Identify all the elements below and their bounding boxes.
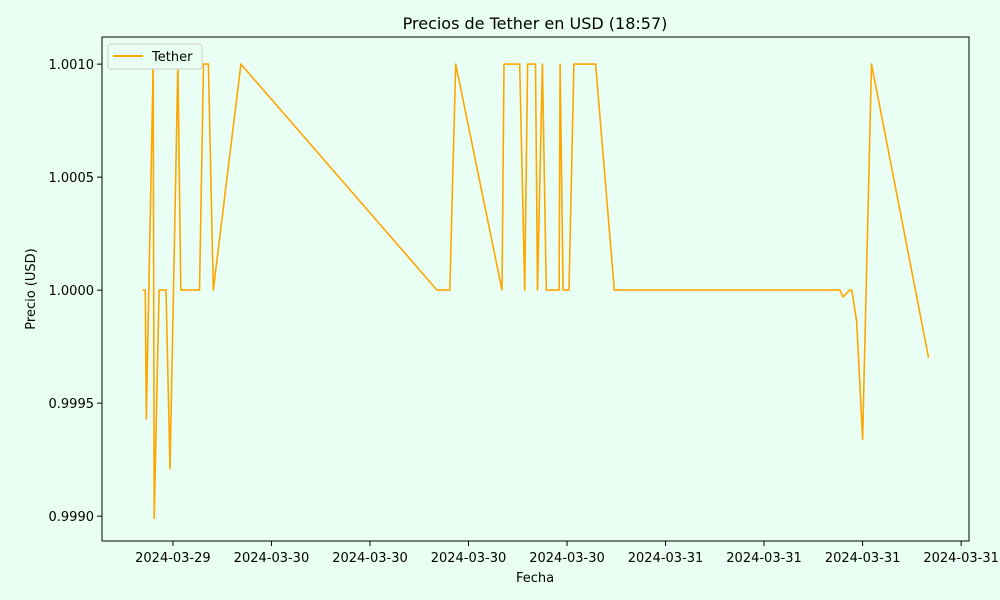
x-tick-label: 2024-03-31: [825, 551, 901, 566]
y-tick-label: 1.0005: [49, 171, 95, 186]
chart-title: Precios de Tether en USD (18:57): [403, 14, 668, 33]
y-axis-ticks: 0.9990 0.9995 1.0000 1.0005 1.0010: [49, 58, 102, 525]
x-tick-label: 2024-03-31: [628, 551, 704, 566]
legend-label-tether: Tether: [151, 50, 193, 65]
series-line-tether: [142, 63, 930, 520]
series-group: [142, 63, 930, 520]
y-tick-label: 0.9995: [49, 397, 95, 412]
x-tick-label: 2024-03-31: [726, 551, 802, 566]
y-axis-label: Precio (USD): [24, 248, 39, 329]
x-tick-label: 2024-03-30: [529, 551, 605, 566]
x-axis-ticks: 2024-03-29 2024-03-30 2024-03-30 2024-03-30…: [135, 541, 999, 566]
x-tick-label: 2024-03-29: [135, 551, 211, 566]
y-tick-label: 1.0010: [49, 58, 95, 73]
legend-box: [107, 43, 203, 70]
y-tick-label: 0.9990: [49, 510, 95, 525]
x-tick-label: 2024-03-30: [332, 551, 408, 566]
x-tick-label: 2024-03-30: [234, 551, 310, 566]
y-tick-label: 1.0000: [49, 284, 95, 299]
legend: Tether: [107, 43, 203, 70]
x-tick-label: 2024-03-30: [431, 551, 507, 566]
x-tick-label: 2024-03-31: [923, 551, 999, 566]
x-axis-label: Fecha: [516, 571, 554, 586]
